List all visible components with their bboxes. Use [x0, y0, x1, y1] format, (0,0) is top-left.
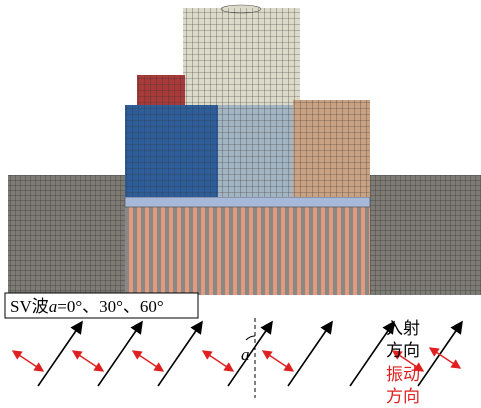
vibration-arrow	[73, 351, 103, 371]
wave-label: SV波a=0°、30°、60°	[10, 297, 164, 316]
wave-label-suffix: =0°、30°、60°	[57, 297, 163, 316]
diagram: SV波a=0°、30°、60° a 入射 方向 振动 方向	[0, 0, 481, 408]
incident-arrow	[158, 322, 202, 386]
wave-label-prefix: SV波	[10, 297, 49, 316]
incidence-label: 方向	[386, 341, 420, 360]
angle-arc	[246, 336, 255, 340]
wave-label-symbol: a	[49, 297, 58, 316]
vibration-label: 方向	[386, 387, 420, 406]
incident-arrow	[288, 322, 332, 386]
vibration-arrow	[430, 348, 460, 368]
incidence-label: 入射	[386, 319, 420, 338]
incident-arrow	[228, 322, 272, 386]
vibration-arrow	[13, 351, 43, 371]
vibration-arrow	[263, 351, 293, 371]
incident-arrow	[98, 322, 142, 386]
vibration-arrow	[133, 351, 163, 371]
angle-label: a	[241, 345, 250, 364]
model	[8, 5, 481, 295]
incident-arrow	[38, 322, 82, 386]
vibration-arrow	[203, 351, 233, 371]
vibration-label: 振动	[386, 365, 420, 384]
